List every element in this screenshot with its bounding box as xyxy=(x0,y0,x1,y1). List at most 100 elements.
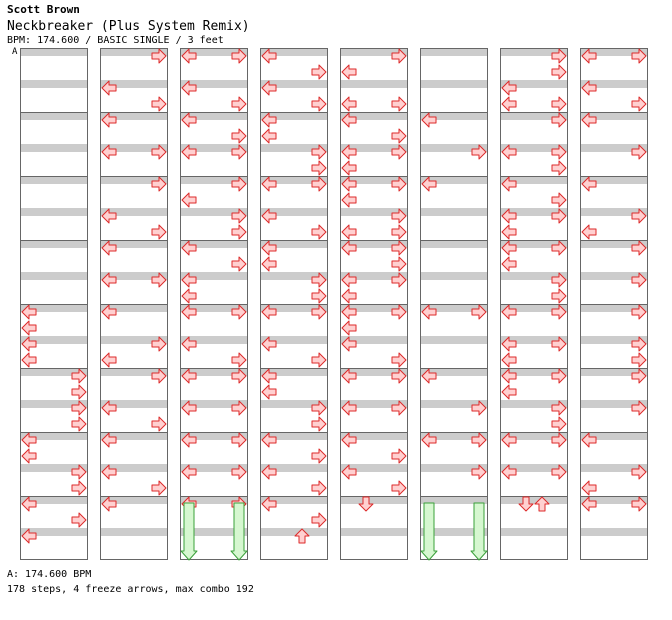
beat-band xyxy=(180,240,248,248)
left-arrow-icon xyxy=(101,400,117,416)
left-arrow-icon xyxy=(261,304,277,320)
measure xyxy=(580,240,648,280)
right-arrow-icon xyxy=(551,48,567,64)
left-arrow-icon xyxy=(261,464,277,480)
left-arrow-icon xyxy=(181,288,197,304)
right-arrow-icon xyxy=(231,224,247,240)
beat-band xyxy=(100,528,168,536)
left-arrow-icon xyxy=(181,112,197,128)
freeze-arrow-icon xyxy=(180,502,198,561)
measure xyxy=(500,48,568,88)
measure xyxy=(100,112,168,152)
measure xyxy=(260,112,328,152)
beat-band xyxy=(420,496,488,504)
left-arrow-icon xyxy=(501,176,517,192)
left-arrow-icon xyxy=(261,368,277,384)
beat-band xyxy=(340,400,408,408)
right-arrow-icon xyxy=(311,144,327,160)
right-arrow-icon xyxy=(631,48,647,64)
left-arrow-icon xyxy=(341,160,357,176)
beat-band xyxy=(420,144,488,152)
chart-column xyxy=(260,48,328,560)
beat-band xyxy=(580,272,648,280)
beat-band xyxy=(180,528,248,536)
beat-band xyxy=(580,48,648,56)
left-arrow-icon xyxy=(341,368,357,384)
beat-band xyxy=(580,208,648,216)
beat-band xyxy=(20,208,88,216)
measure xyxy=(500,368,568,408)
right-arrow-icon xyxy=(471,432,487,448)
beat-band xyxy=(580,464,648,472)
measure xyxy=(500,496,568,536)
left-arrow-icon xyxy=(341,64,357,80)
right-arrow-icon xyxy=(71,384,87,400)
right-arrow-icon xyxy=(631,96,647,112)
right-arrow-icon xyxy=(471,304,487,320)
right-arrow-icon xyxy=(231,352,247,368)
measure xyxy=(420,240,488,280)
measure xyxy=(500,112,568,152)
measure xyxy=(180,176,248,216)
beat-band xyxy=(180,48,248,56)
left-arrow-icon xyxy=(501,256,517,272)
left-arrow-icon xyxy=(101,112,117,128)
left-arrow-icon xyxy=(501,304,517,320)
beat-band xyxy=(260,304,328,312)
beat-band xyxy=(340,336,408,344)
right-arrow-icon xyxy=(311,400,327,416)
measure xyxy=(340,304,408,344)
beat-band xyxy=(420,112,488,120)
measure xyxy=(420,48,488,88)
right-arrow-icon xyxy=(71,464,87,480)
beat-band xyxy=(580,400,648,408)
measure xyxy=(100,304,168,344)
beat-band xyxy=(180,304,248,312)
freeze-body xyxy=(420,502,438,561)
freeze-body xyxy=(180,502,198,561)
up-arrow-icon xyxy=(534,496,550,512)
measure xyxy=(100,496,168,536)
measure xyxy=(580,48,648,88)
measure xyxy=(340,48,408,88)
right-arrow-icon xyxy=(151,48,167,64)
left-arrow-icon xyxy=(501,80,517,96)
beat-band xyxy=(340,80,408,88)
beat-band xyxy=(180,336,248,344)
beat-band xyxy=(180,464,248,472)
right-arrow-icon xyxy=(391,224,407,240)
measure xyxy=(180,240,248,280)
left-arrow-icon xyxy=(181,144,197,160)
right-arrow-icon xyxy=(151,336,167,352)
left-arrow-icon xyxy=(341,336,357,352)
right-arrow-icon xyxy=(311,352,327,368)
left-arrow-icon xyxy=(501,224,517,240)
beat-band xyxy=(20,496,88,504)
chart-column xyxy=(500,48,568,560)
left-arrow-icon xyxy=(501,336,517,352)
left-arrow-icon xyxy=(261,48,277,64)
right-arrow-icon xyxy=(231,464,247,480)
beat-band xyxy=(420,368,488,376)
beat-band xyxy=(500,400,568,408)
right-arrow-icon xyxy=(631,352,647,368)
right-arrow-icon xyxy=(391,448,407,464)
measure xyxy=(580,496,648,536)
beat-band xyxy=(180,432,248,440)
measure xyxy=(260,176,328,216)
left-arrow-icon xyxy=(501,96,517,112)
right-arrow-icon xyxy=(231,208,247,224)
left-arrow-icon xyxy=(501,464,517,480)
beat-band xyxy=(20,112,88,120)
measure xyxy=(260,48,328,88)
right-arrow-icon xyxy=(71,400,87,416)
left-arrow-icon xyxy=(101,80,117,96)
beat-band xyxy=(260,496,328,504)
beat-band xyxy=(580,176,648,184)
measure xyxy=(100,432,168,472)
left-arrow-icon xyxy=(421,368,437,384)
beat-band xyxy=(420,48,488,56)
beat-band xyxy=(420,80,488,88)
beat-band xyxy=(20,144,88,152)
measure xyxy=(20,496,88,536)
